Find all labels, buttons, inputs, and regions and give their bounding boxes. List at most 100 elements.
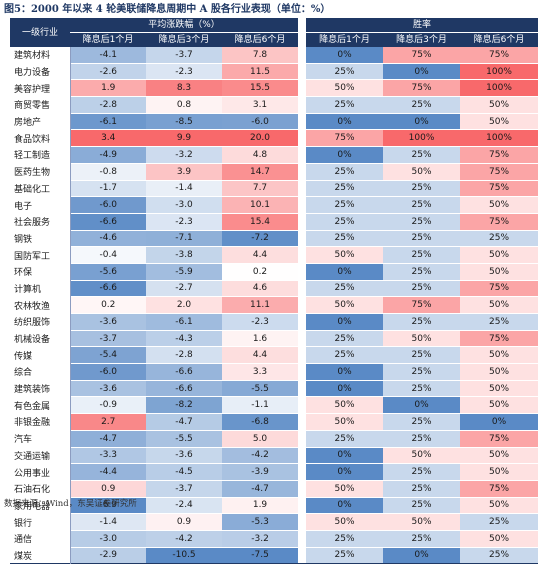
avg-change-6m-cell: 4.8 (222, 146, 299, 164)
avg-change-3m-cell: -7.1 (146, 230, 222, 247)
avg-change-6m-cell: 7.7 (222, 180, 299, 197)
win-rate-1m-cell: 50% (306, 480, 384, 498)
avg-change-3m-cell: 0.9 (146, 513, 222, 531)
avg-change-6m-cell: -5.5 (222, 380, 299, 397)
column-gap (298, 513, 307, 531)
industry-name-cell: 有色金属 (10, 396, 71, 414)
industry-name-cell: 纺织服饰 (10, 313, 71, 331)
avg-change-1m-cell: -1.7 (70, 180, 146, 197)
avg-change-1m-cell: -6.6 (70, 280, 146, 297)
avg-change-6m-cell: -7.2 (222, 230, 299, 247)
avg-change-1m-cell: -6.6 (70, 213, 146, 231)
table-row: 电力设备 -2.6 -2.3 11.5 25% 0% 100% (10, 63, 539, 80)
table-row: 房地产 -6.1 -8.5 -6.0 0% 0% 50% (10, 113, 539, 130)
column-gap (298, 263, 307, 281)
industry-performance-table-wrapper: 一级行业 平均涨跌幅（%） 胜率 降息后1个月 降息后3个月 降息后6个月 降息… (10, 18, 539, 564)
avg-change-group-header: 平均涨跌幅（%） (70, 18, 299, 33)
win-rate-6m-cell: 25% (460, 547, 539, 564)
table-row: 银行 -1.4 0.9 -5.3 50% 50% 25% (10, 513, 539, 531)
win-rate-6m-cell: 50% (460, 380, 539, 397)
table-row: 综合 -6.0 -6.6 3.3 0% 25% 50% (10, 363, 539, 381)
avg-change-3m-cell: -6.6 (146, 363, 222, 381)
win-3m-header: 降息后3个月 (383, 32, 461, 47)
column-gap (298, 296, 307, 314)
table-row: 食品饮料 3.4 9.9 20.0 75% 100% 100% (10, 129, 539, 147)
avg-change-1m-cell: 0.2 (70, 296, 146, 314)
avg-change-6m-cell: 7.8 (222, 47, 299, 64)
avg-change-3m-cell: -3.6 (146, 447, 222, 464)
avg-change-1m-cell: -4.9 (70, 146, 146, 164)
industry-name-cell: 石油石化 (10, 480, 71, 498)
win-rate-1m-cell: 0% (306, 263, 384, 281)
win-rate-group-header: 胜率 (306, 18, 539, 33)
column-gap (298, 113, 307, 130)
win-rate-6m-cell: 50% (460, 263, 539, 281)
avg-change-3m-cell: -6.1 (146, 313, 222, 331)
win-rate-3m-cell: 25% (383, 430, 461, 447)
column-gap (298, 213, 307, 231)
win-rate-3m-cell: 50% (383, 513, 461, 531)
win-rate-3m-cell: 25% (383, 480, 461, 498)
win-1m-header: 降息后1个月 (306, 32, 384, 47)
win-rate-3m-cell: 75% (383, 296, 461, 314)
win-rate-3m-cell: 100% (383, 129, 461, 147)
avg-change-3m-cell: 2.0 (146, 296, 222, 314)
table-row: 非银金融 2.7 -4.7 -6.8 50% 25% 0% (10, 413, 539, 431)
win-rate-1m-cell: 0% (306, 363, 384, 381)
win-rate-6m-cell: 50% (460, 363, 539, 381)
win-rate-6m-cell: 50% (460, 463, 539, 481)
table-row: 建筑材料 -4.1 -3.7 7.8 0% 75% 75% (10, 47, 539, 64)
avg-change-6m-cell: 4.6 (222, 280, 299, 297)
industry-name-cell: 建筑装饰 (10, 380, 71, 397)
avg-change-3m-cell: 9.9 (146, 129, 222, 147)
column-gap (298, 547, 307, 564)
avg-change-3m-cell: -3.7 (146, 47, 222, 64)
industry-name-cell: 煤炭 (10, 547, 71, 564)
win-rate-3m-cell: 25% (383, 280, 461, 297)
win-rate-1m-cell: 25% (306, 213, 384, 231)
avg-change-1m-cell: -6.1 (70, 113, 146, 130)
column-gap (298, 196, 307, 214)
win-rate-3m-cell: 25% (383, 413, 461, 431)
win-rate-1m-cell: 25% (306, 330, 384, 347)
win-rate-6m-cell: 25% (460, 513, 539, 531)
win-rate-1m-cell: 25% (306, 196, 384, 214)
table-row: 社会服务 -6.6 -2.3 15.4 25% 25% 75% (10, 213, 539, 231)
win-rate-6m-cell: 50% (460, 447, 539, 464)
win-rate-6m-cell: 75% (460, 280, 539, 297)
column-gap (298, 146, 307, 164)
win-rate-6m-cell: 25% (460, 230, 539, 247)
win-rate-3m-cell: 25% (383, 313, 461, 331)
column-gap (298, 447, 307, 464)
avg-change-6m-cell: 0.2 (222, 263, 299, 281)
avg-change-3m-cell: -3.0 (146, 196, 222, 214)
avg-change-6m-cell: -6.8 (222, 413, 299, 431)
win-rate-6m-cell: 50% (460, 96, 539, 114)
industry-name-cell: 农林牧渔 (10, 296, 71, 314)
win-rate-3m-cell: 25% (383, 146, 461, 164)
industry-performance-table: 一级行业 平均涨跌幅（%） 胜率 降息后1个月 降息后3个月 降息后6个月 降息… (10, 18, 539, 564)
win-rate-3m-cell: 25% (383, 497, 461, 514)
column-gap (298, 280, 307, 297)
avg-change-1m-cell: -0.4 (70, 246, 146, 264)
win-rate-3m-cell: 25% (383, 96, 461, 114)
win-rate-1m-cell: 50% (306, 79, 384, 97)
avg-change-6m-cell: 5.0 (222, 430, 299, 447)
avg-change-3m-cell: -3.2 (146, 146, 222, 164)
avg-change-6m-cell: 11.1 (222, 296, 299, 314)
avg-change-1m-cell: -2.6 (70, 63, 146, 80)
win-rate-3m-cell: 50% (383, 163, 461, 180)
avg-change-6m-cell: 1.9 (222, 497, 299, 514)
industry-column-header: 一级行业 (10, 18, 70, 47)
avg-change-3m-cell: -4.2 (146, 530, 222, 548)
win-rate-3m-cell: 25% (383, 263, 461, 281)
avg-change-1m-cell: -6.0 (70, 196, 146, 214)
win-rate-3m-cell: 75% (383, 79, 461, 97)
win-rate-1m-cell: 25% (306, 230, 384, 247)
column-gap (298, 346, 307, 364)
avg-change-6m-cell: 3.3 (222, 363, 299, 381)
avg-3m-header: 降息后3个月 (146, 32, 222, 47)
win-6m-header: 降息后6个月 (460, 32, 539, 47)
avg-change-3m-cell: -2.3 (146, 63, 222, 80)
industry-name-cell: 建筑材料 (10, 47, 71, 64)
